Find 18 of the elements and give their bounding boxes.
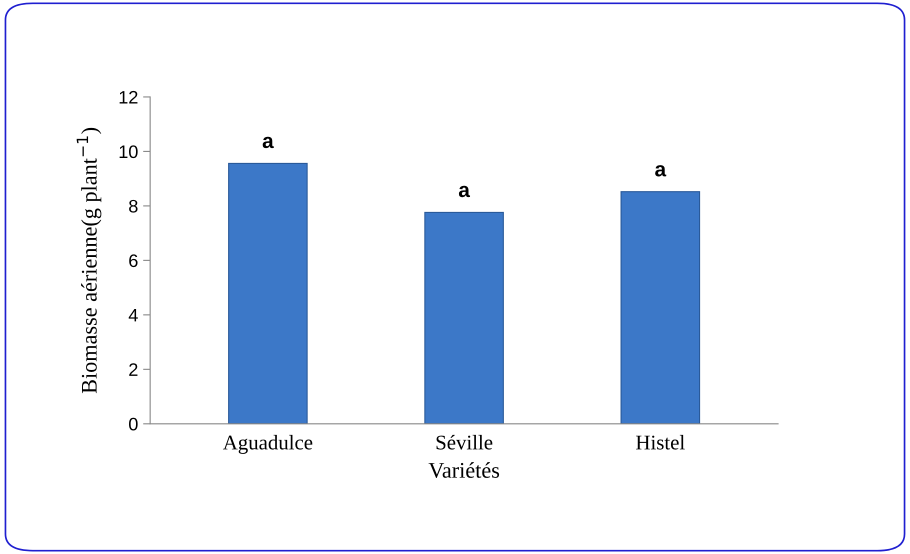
annotation: a — [655, 165, 666, 177]
y-axis-title: Biomasse aérienne(g plant$^{−1}$) — [76, 128, 102, 394]
bar — [424, 212, 504, 424]
x-tick-label: Séville — [436, 434, 492, 450]
bar — [228, 162, 308, 424]
annotation: a — [262, 136, 274, 148]
y-tick-label: 8 — [129, 200, 138, 213]
annotation: a — [458, 186, 470, 198]
y-tick-label: 12 — [120, 90, 138, 104]
y-tick-label: 2 — [129, 363, 138, 376]
y-tick-label: 10 — [120, 145, 138, 158]
x-tick-label: Histel — [636, 434, 685, 450]
y-tick-label: 4 — [128, 308, 138, 322]
bar — [620, 191, 700, 424]
y-tick-label: 6 — [129, 254, 138, 268]
x-axis-title: Variétés — [428, 462, 500, 478]
y-tick-label: 0 — [129, 418, 138, 431]
x-tick-label: Aguadulce — [222, 434, 312, 454]
